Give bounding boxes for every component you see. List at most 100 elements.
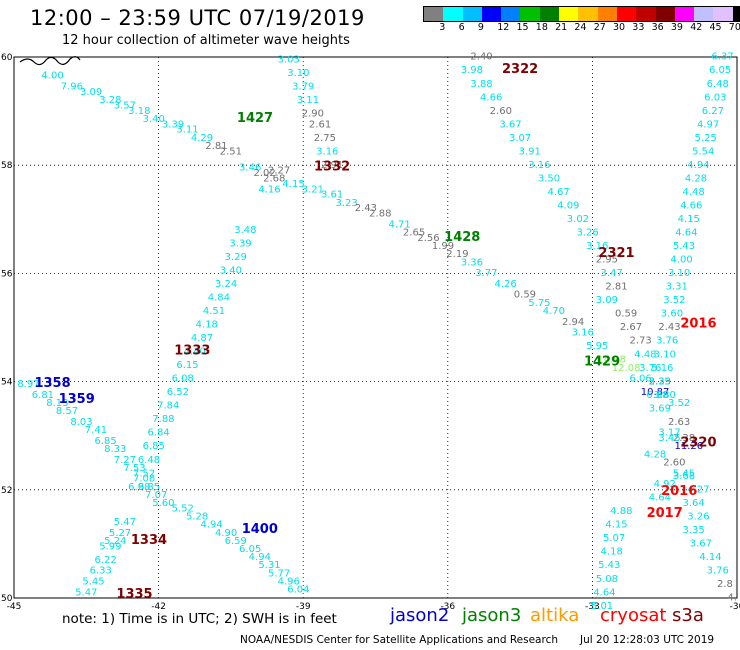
swh-value: 4.66 <box>480 92 502 103</box>
swh-value: 6.84 <box>147 428 169 439</box>
swh-value: 3.26 <box>687 512 709 523</box>
swh-value: 3.91 <box>519 146 541 157</box>
swh-value: 3.61 <box>321 190 343 201</box>
swh-value: 3.48 <box>234 225 256 236</box>
swh-value: 4.94 <box>249 552 271 563</box>
track-number-label: 2320 <box>680 436 716 451</box>
swh-value: 8.57 <box>56 406 78 417</box>
wave-height-map: -45-42-39-36-33-306058565452504.007.963.… <box>1 52 740 610</box>
swh-value: 4.14 <box>699 552 721 563</box>
scale-label: 36 <box>651 22 664 33</box>
swh-value: 5.08 <box>596 574 618 585</box>
track-number-label: 2016 <box>661 484 697 499</box>
swh-value: 4.29 <box>191 133 213 144</box>
swh-value: 3.77 <box>475 268 497 279</box>
lat-tick-label: 50 <box>1 594 13 604</box>
swh-value: 3.17 <box>658 428 680 439</box>
swh-value: 6.88 <box>646 390 668 401</box>
swh-value: 7.41 <box>85 425 107 436</box>
swh-value: 3.24 <box>215 279 237 290</box>
scale-label: 15 <box>516 22 529 33</box>
scale-label: 9 <box>477 22 484 33</box>
swh-value: 6.48 <box>707 79 729 90</box>
lon-tick-label: -33 <box>585 602 600 610</box>
swh-value: 6.06 <box>629 374 651 385</box>
swh-value: 5.99 <box>99 541 121 552</box>
lon-tick-label: -45 <box>7 602 22 610</box>
swh-value: 4.94 <box>687 160 709 171</box>
lat-tick-label: 56 <box>1 269 13 279</box>
swh-value: 3.40 <box>220 265 242 276</box>
swh-value: 4.90 <box>215 528 237 539</box>
legend-item-s3a: s3a <box>672 605 704 626</box>
swh-value: 3.60 <box>661 309 683 320</box>
swh-value: 4.40 <box>184 347 206 358</box>
scale-label: 39 <box>670 22 683 33</box>
chart-title: 12:00 – 23:59 UTC 07/19/2019 <box>30 6 365 30</box>
swh-value: 5.52 <box>172 503 194 514</box>
swh-value: 4.18 <box>601 547 623 558</box>
swh-value: 7.53 <box>123 463 145 474</box>
track-number-label: 2017 <box>647 506 683 521</box>
swh-value: 4.94 <box>200 520 222 531</box>
swh-value: 5.47 <box>75 587 97 598</box>
swh-value: 4.66 <box>680 200 702 211</box>
swh-value: 2.75 <box>314 133 336 144</box>
swh-value: 4.09 <box>557 200 579 211</box>
swh-value: 4.00 <box>670 255 692 266</box>
swh-value: 6.08 <box>172 374 194 385</box>
track-number-label: 1428 <box>444 230 480 245</box>
swh-value: 2.91 <box>321 160 343 171</box>
swh-value: 2.38 <box>673 433 695 444</box>
swh-value: 8.33 <box>104 444 126 455</box>
scale-swatch <box>539 7 560 21</box>
swh-value: 6.04 <box>287 585 309 596</box>
track-number-label: 1358 <box>34 376 70 391</box>
swh-value: 2.81 <box>205 141 227 152</box>
track-number-label: 1400 <box>242 522 278 537</box>
swh-value: 7.08 <box>133 474 155 485</box>
swh-value: 5.47 <box>114 517 136 528</box>
swh-value: 3.29 <box>225 252 247 263</box>
swh-value: 5.43 <box>598 560 620 571</box>
swh-value: 5.43 <box>673 241 695 252</box>
swh-value: 3.39 <box>162 119 184 130</box>
swh-value: 4.28 <box>685 173 707 184</box>
scale-swatch <box>578 7 598 21</box>
legend-item-jason3: jason3 <box>462 605 522 626</box>
swh-value: 4.88 <box>610 506 632 517</box>
swh-value: 7.96 <box>61 81 83 92</box>
swh-value: 4.48 <box>682 187 704 198</box>
swh-value: 6.05 <box>709 65 731 76</box>
swh-value: 3.36 <box>461 257 483 268</box>
swh-value: 6.85 <box>94 436 116 447</box>
swh-value: 5.25 <box>695 133 717 144</box>
swh-value: 3.98 <box>461 65 483 76</box>
swh-value: 3.07 <box>509 133 531 144</box>
track-number-label: 1333 <box>174 344 210 359</box>
scale-swatch <box>732 7 740 21</box>
scale-label: 27 <box>593 22 606 33</box>
scale-swatch <box>674 7 695 21</box>
swh-value: 6.22 <box>94 555 116 566</box>
swh-value: 2.65 <box>403 228 425 239</box>
swh-value: 4.64 <box>593 587 615 598</box>
swh-value: 6.03 <box>704 92 726 103</box>
scale-label: 33 <box>632 22 645 33</box>
swh-value: 4.18 <box>196 320 218 331</box>
swh-value: 3.68 <box>673 471 695 482</box>
swh-value: 5.60 <box>152 498 174 509</box>
lon-tick-label: -42 <box>151 602 166 610</box>
swh-value: 2.63 <box>668 417 690 428</box>
swh-value: 6.05 <box>239 544 261 555</box>
swh-value: 7.07 <box>145 490 167 501</box>
track-number-label: 1427 <box>237 111 273 126</box>
swh-value: 8.97 <box>17 379 39 390</box>
swh-value: 6.59 <box>225 536 247 547</box>
swh-value: 5.28 <box>186 512 208 523</box>
scale-swatch <box>559 7 579 21</box>
swh-value: 4.26 <box>495 279 517 290</box>
swh-value: 3.76 <box>707 566 729 577</box>
swh-value: 3.16 <box>528 160 550 171</box>
track-number-label: 1334 <box>131 533 167 548</box>
